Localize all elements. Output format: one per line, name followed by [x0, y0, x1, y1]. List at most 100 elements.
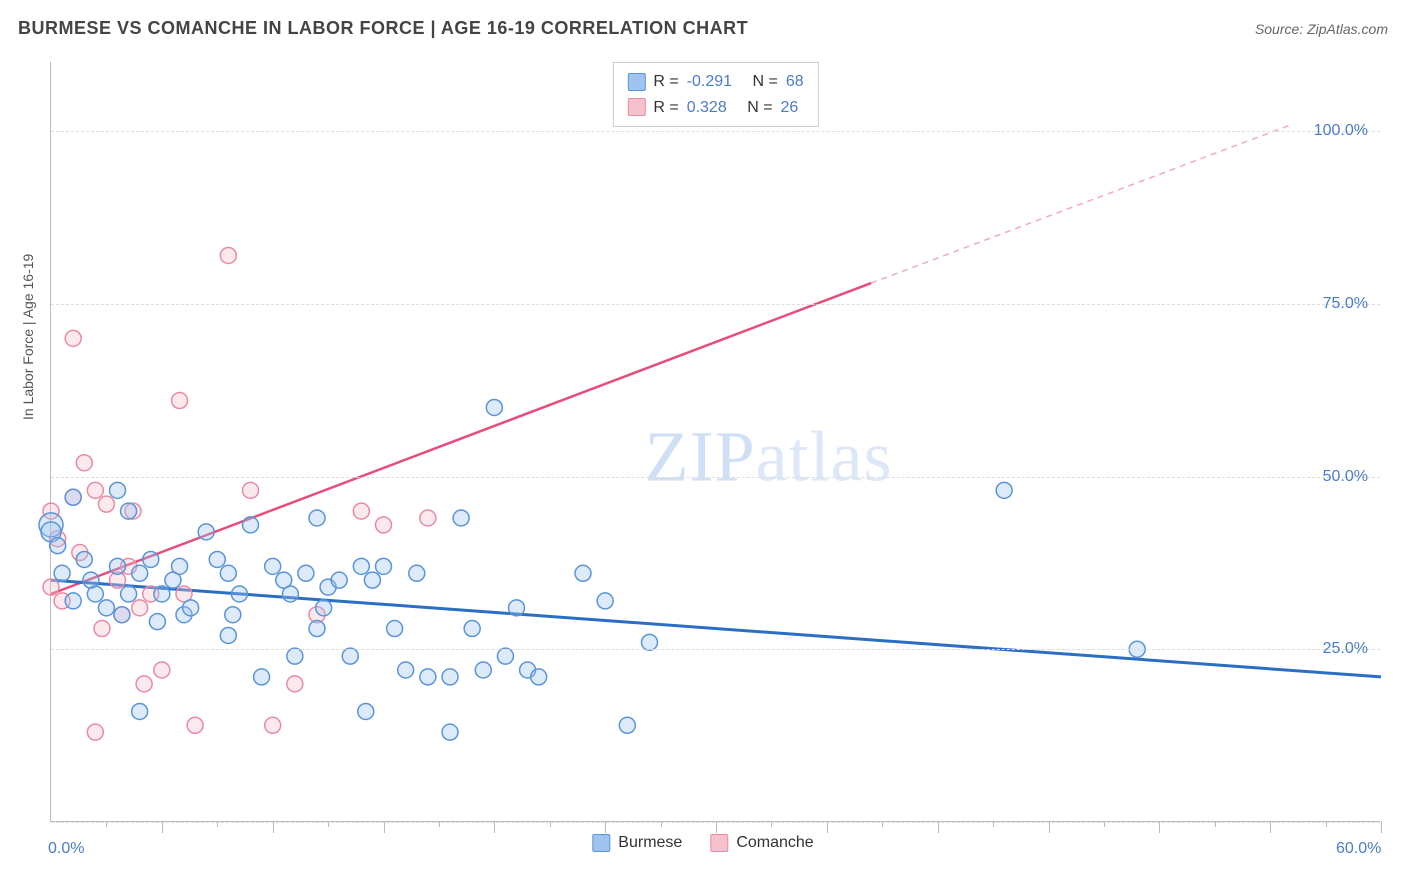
- x-tick-major: [494, 821, 495, 833]
- scatter-point-burmese: [364, 572, 380, 588]
- x-tick-minor: [1104, 821, 1105, 827]
- y-tick-label: 100.0%: [1314, 122, 1368, 140]
- x-tick-minor: [550, 821, 551, 827]
- x-tick-major: [162, 821, 163, 833]
- x-tick-minor: [661, 821, 662, 827]
- x-tick-minor: [328, 821, 329, 827]
- scatter-point-burmese: [65, 489, 81, 505]
- gridline-h: [51, 477, 1380, 478]
- legend-label-burmese: Burmese: [618, 834, 682, 852]
- trend-line: [871, 124, 1292, 283]
- scatter-point-burmese: [331, 572, 347, 588]
- scatter-point-burmese: [342, 648, 358, 664]
- x-tick-major: [1049, 821, 1050, 833]
- scatter-point-burmese: [376, 558, 392, 574]
- scatter-point-burmese: [121, 586, 137, 602]
- scatter-point-burmese: [121, 503, 137, 519]
- scatter-point-comanche: [94, 621, 110, 637]
- x-tick-minor: [1326, 821, 1327, 827]
- scatter-point-burmese: [98, 600, 114, 616]
- scatter-point-burmese: [597, 593, 613, 609]
- scatter-point-burmese: [298, 565, 314, 581]
- scatter-point-burmese: [149, 614, 165, 630]
- correlation-legend: R = -0.291 N = 68 R = 0.328 N = 26: [612, 62, 818, 127]
- n-value-burmese: 68: [786, 69, 804, 95]
- scatter-point-comanche: [287, 676, 303, 692]
- x-tick-major: [605, 821, 606, 833]
- series-legend: Burmese Comanche: [592, 834, 813, 852]
- n-value-comanche: 26: [781, 95, 799, 121]
- scatter-point-burmese: [996, 482, 1012, 498]
- y-tick-label: 75.0%: [1323, 295, 1368, 313]
- scatter-point-burmese: [209, 551, 225, 567]
- scatter-point-burmese: [287, 648, 303, 664]
- scatter-point-burmese: [619, 717, 635, 733]
- r-value-comanche: 0.328: [687, 95, 727, 121]
- scatter-point-burmese: [132, 565, 148, 581]
- scatter-point-comanche: [132, 600, 148, 616]
- scatter-point-burmese: [309, 621, 325, 637]
- swatch-comanche: [627, 98, 645, 116]
- scatter-point-burmese: [254, 669, 270, 685]
- scatter-point-comanche: [353, 503, 369, 519]
- scatter-point-burmese: [198, 524, 214, 540]
- scatter-point-burmese: [231, 586, 247, 602]
- chart-svg: [51, 62, 1380, 821]
- x-tick-minor: [217, 821, 218, 827]
- swatch-burmese: [627, 73, 645, 91]
- x-tick-major: [827, 821, 828, 833]
- scatter-point-burmese: [54, 565, 70, 581]
- scatter-point-comanche: [136, 676, 152, 692]
- chart-title: BURMESE VS COMANCHE IN LABOR FORCE | AGE…: [18, 18, 748, 39]
- scatter-point-burmese: [642, 634, 658, 650]
- scatter-point-burmese: [464, 621, 480, 637]
- n-label-comanche: N =: [747, 95, 772, 121]
- scatter-point-burmese: [65, 593, 81, 609]
- scatter-point-comanche: [87, 724, 103, 740]
- legend-label-comanche: Comanche: [736, 834, 813, 852]
- trend-line: [51, 580, 1381, 677]
- x-tick-major: [716, 821, 717, 833]
- x-tick-major: [1381, 821, 1382, 833]
- scatter-point-burmese: [114, 607, 130, 623]
- x-tick-major: [384, 821, 385, 833]
- scatter-point-comanche: [220, 247, 236, 263]
- y-tick-label: 50.0%: [1323, 468, 1368, 486]
- x-tick-minor: [439, 821, 440, 827]
- x-tick-label-max: 60.0%: [1336, 840, 1381, 858]
- scatter-point-burmese: [132, 703, 148, 719]
- gridline-h: [51, 649, 1380, 650]
- scatter-point-comanche: [43, 579, 59, 595]
- r-label-comanche: R =: [653, 95, 678, 121]
- scatter-point-comanche: [420, 510, 436, 526]
- gridline-h: [51, 131, 1380, 132]
- scatter-point-burmese: [143, 551, 159, 567]
- x-tick-minor: [882, 821, 883, 827]
- scatter-point-burmese: [575, 565, 591, 581]
- scatter-point-comanche: [65, 330, 81, 346]
- swatch-comanche-bottom: [710, 834, 728, 852]
- scatter-point-burmese: [220, 627, 236, 643]
- scatter-point-burmese: [387, 621, 403, 637]
- scatter-point-burmese: [50, 538, 66, 554]
- scatter-point-burmese: [509, 600, 525, 616]
- scatter-point-comanche: [172, 393, 188, 409]
- x-tick-minor: [771, 821, 772, 827]
- x-tick-major: [1159, 821, 1160, 833]
- scatter-point-burmese: [220, 565, 236, 581]
- scatter-point-burmese: [420, 669, 436, 685]
- swatch-burmese-bottom: [592, 834, 610, 852]
- n-label-burmese: N =: [753, 69, 778, 95]
- scatter-point-comanche: [87, 482, 103, 498]
- scatter-point-burmese: [183, 600, 199, 616]
- x-tick-minor: [993, 821, 994, 827]
- scatter-point-burmese: [486, 399, 502, 415]
- scatter-point-burmese: [87, 586, 103, 602]
- scatter-point-comanche: [154, 662, 170, 678]
- scatter-point-burmese: [353, 558, 369, 574]
- scatter-point-burmese: [497, 648, 513, 664]
- scatter-point-burmese: [409, 565, 425, 581]
- scatter-point-burmese: [316, 600, 332, 616]
- x-tick-major: [938, 821, 939, 833]
- scatter-point-comanche: [376, 517, 392, 533]
